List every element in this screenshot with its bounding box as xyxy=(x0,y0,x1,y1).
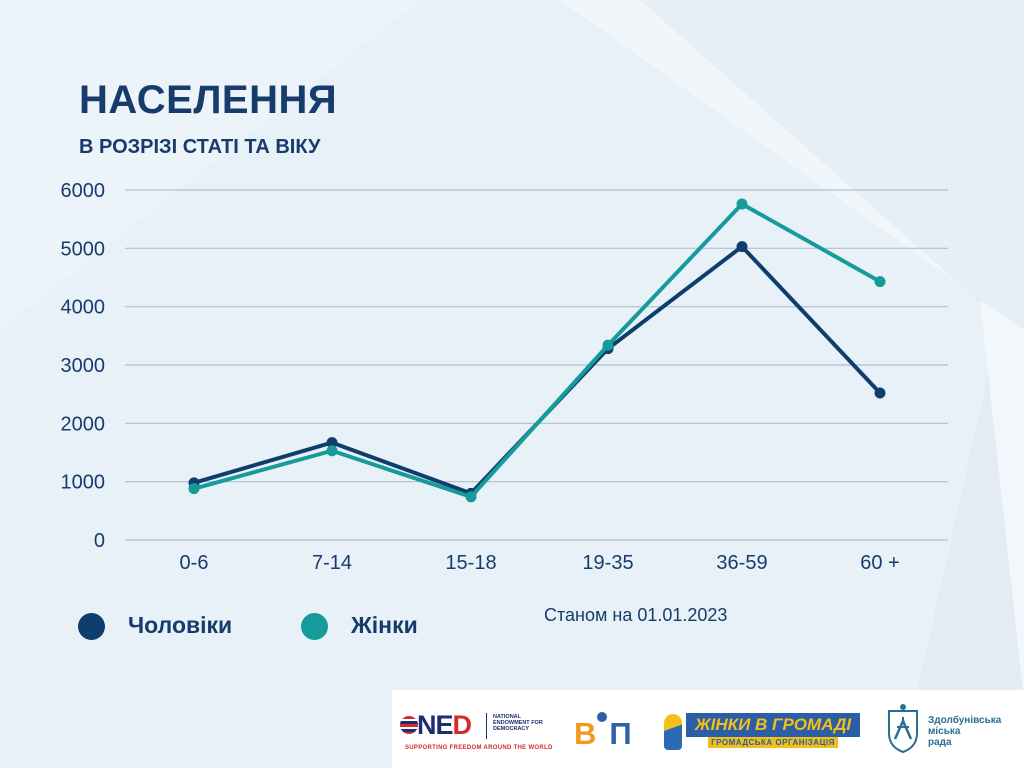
series-line-men xyxy=(192,244,882,496)
ned-separator xyxy=(486,713,487,739)
legend-dot-women xyxy=(301,613,328,640)
coat-of-arms-icon xyxy=(888,704,918,753)
data-point-women xyxy=(188,483,200,495)
data-point-women xyxy=(465,491,477,503)
y-tick-label: 3000 xyxy=(61,355,106,377)
data-point-men xyxy=(326,437,338,449)
data-point-women xyxy=(326,445,338,457)
y-tick-label: 4000 xyxy=(61,297,106,319)
ned-logo: NED NATIONAL ENDOWMENT FOR DEMOCRACY SUP… xyxy=(399,710,569,760)
y-tick-label: 0 xyxy=(94,530,105,552)
x-tick-label: 0-6 xyxy=(180,552,209,574)
wig-title: ЖІНКИ В ГРОМАДІ xyxy=(686,713,860,737)
y-tick-label: 1000 xyxy=(61,472,106,494)
page-title: НАСЕЛЕННЯ xyxy=(79,78,338,122)
hand-icon xyxy=(664,714,682,750)
data-point-men xyxy=(736,241,748,253)
women-in-community-logo: ЖІНКИ В ГРОМАДІ ГРОМАДСЬКА ОРГАНІЗАЦІЯ xyxy=(664,712,864,756)
y-axis-ticks: 0 1000 2000 3000 4000 5000 6000 xyxy=(61,180,106,552)
data-point-men xyxy=(874,387,886,399)
data-point-women xyxy=(874,276,886,288)
partner-logos-strip: NED NATIONAL ENDOWMENT FOR DEMOCRACY SUP… xyxy=(392,690,1024,768)
wig-subtitle: ГРОМАДСЬКА ОРГАНІЗАЦІЯ xyxy=(708,737,838,748)
ned-tagline: SUPPORTING FREEDOM AROUND THE WORLD xyxy=(405,745,553,751)
x-tick-label: 60 + xyxy=(860,552,899,574)
x-axis-ticks: 0-6 7-14 15-18 19-35 36-59 60 + xyxy=(180,552,900,574)
legend-label-men: Чоловіки xyxy=(128,612,233,638)
y-tick-label: 5000 xyxy=(61,238,106,260)
city-council-name: Здолбунівська міська рада xyxy=(928,715,1002,748)
chart-grid xyxy=(125,189,948,541)
person-icon xyxy=(597,712,607,722)
page-subtitle: В РОЗРІЗІ СТАТІ ТА ВІКУ xyxy=(79,136,321,158)
globe-icon xyxy=(400,716,418,734)
y-tick-label: 2000 xyxy=(61,413,106,435)
legend-item-women: Жінки xyxy=(301,611,461,641)
y-tick-label: 6000 xyxy=(61,180,106,202)
ned-wordmark: NED xyxy=(399,710,472,741)
data-point-women xyxy=(602,339,614,351)
data-point-women xyxy=(736,198,748,210)
date-note: Станом на 01.01.2023 xyxy=(544,605,728,625)
x-tick-label: 7-14 xyxy=(312,552,352,574)
x-tick-label: 15-18 xyxy=(445,552,496,574)
city-council-logo: Здолбунівська міська рада xyxy=(886,703,1016,759)
legend-label-women: Жінки xyxy=(351,612,418,638)
x-tick-label: 19-35 xyxy=(582,552,633,574)
population-line-chart: 0 1000 2000 3000 4000 5000 6000 0-6 7-14 15-18 19… xyxy=(61,180,948,574)
ned-full-name: NATIONAL ENDOWMENT FOR DEMOCRACY xyxy=(493,714,543,733)
series-line-women xyxy=(192,202,882,499)
legend-dot-men xyxy=(78,613,105,640)
chart-series xyxy=(188,198,886,503)
legend-item-men: Чоловіки xyxy=(78,611,278,641)
x-tick-label: 36-59 xyxy=(716,552,767,574)
